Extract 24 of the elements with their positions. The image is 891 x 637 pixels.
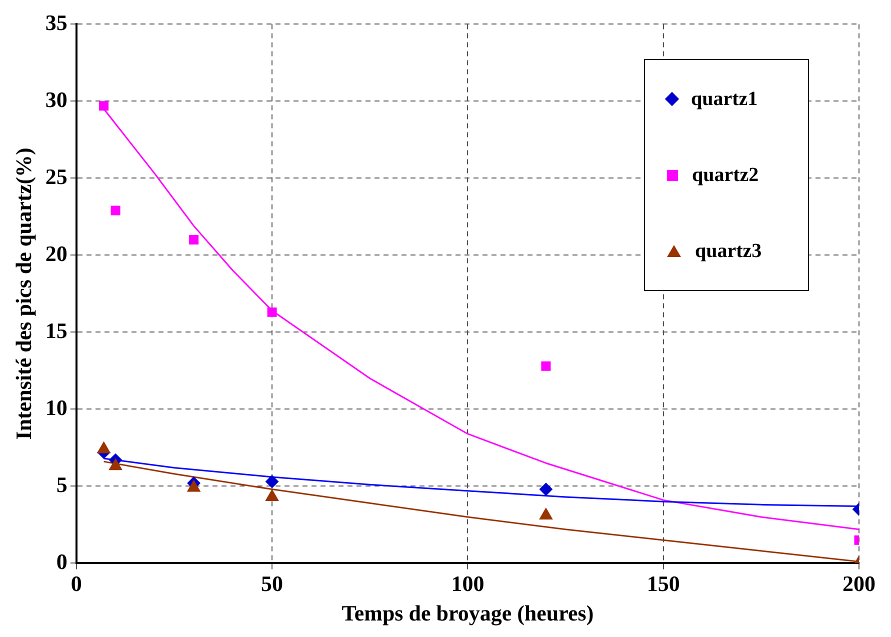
point	[541, 361, 551, 371]
legend-label: quartz1	[691, 88, 758, 111]
y-axis-title: Intensité des pics de quartz(%)	[10, 148, 36, 440]
point	[539, 482, 552, 496]
y-tick-label: 25	[45, 164, 68, 189]
y-tick-label: 5	[56, 472, 68, 497]
x-tick-label: 50	[261, 571, 284, 596]
y-tick-label: 10	[45, 394, 68, 420]
y-tick-label: 35	[45, 10, 68, 35]
x-axis-title: Temps de broyage (heures)	[342, 600, 594, 626]
y-tick-label: 15	[45, 318, 68, 343]
y-tick-label: 0	[56, 548, 68, 574]
point	[267, 307, 277, 317]
point	[189, 235, 199, 245]
x-tick-label: 200	[842, 571, 876, 596]
y-tick-label: 20	[45, 240, 68, 266]
legend-label: quartz2	[692, 164, 759, 187]
point	[266, 475, 279, 488]
legend-label: quartz3	[695, 240, 762, 263]
y-tick-label: 30	[45, 86, 68, 112]
point	[99, 101, 109, 111]
point	[110, 206, 120, 216]
x-tick-label: 100	[451, 571, 484, 596]
x-tick-label: 150	[646, 571, 680, 596]
